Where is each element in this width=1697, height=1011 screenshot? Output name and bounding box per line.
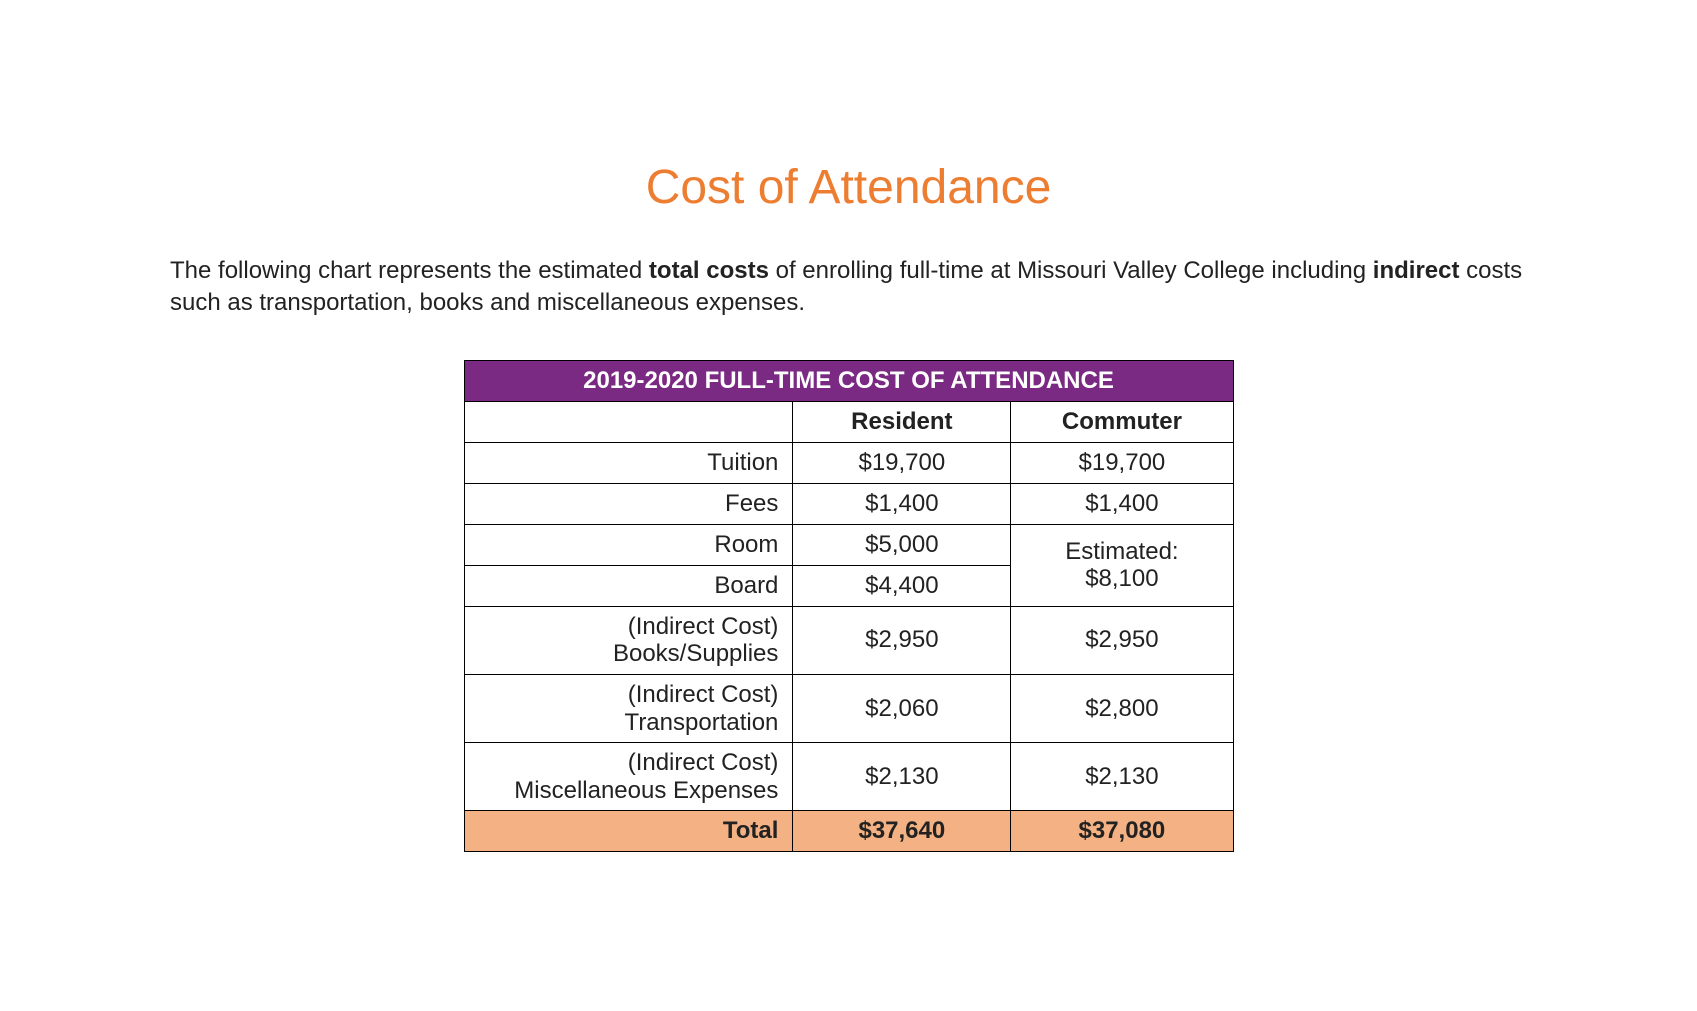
page-title: Cost of Attendance [170,160,1527,215]
table-banner: 2019-2020 FULL-TIME COST OF ATTENDANCE [464,360,1233,401]
row-tuition: Tuition $19,700 $19,700 [464,442,1233,483]
room-board-commuter-line1: Estimated: [1065,538,1178,565]
transport-resident: $2,060 [793,674,1011,742]
label-books: (Indirect Cost) Books/Supplies [464,606,793,674]
col-header-commuter: Commuter [1011,401,1233,442]
label-transport-l2: Transportation [625,709,779,736]
row-fees: Fees $1,400 $1,400 [464,483,1233,524]
intro-text-2: of enrolling full-time at Missouri Valle… [769,257,1373,284]
label-room: Room [464,524,793,565]
row-total: Total $37,640 $37,080 [464,811,1233,852]
row-room: Room $5,000 Estimated: $8,100 [464,524,1233,565]
room-resident: $5,000 [793,524,1011,565]
total-commuter: $37,080 [1011,811,1233,852]
label-books-l1: (Indirect Cost) [628,613,779,640]
intro-bold-2: indirect [1373,257,1460,284]
books-resident: $2,950 [793,606,1011,674]
col-header-resident: Resident [793,401,1011,442]
intro-text-1: The following chart represents the estim… [170,257,649,284]
label-misc: (Indirect Cost) Miscellaneous Expenses [464,743,793,811]
room-board-commuter: Estimated: $8,100 [1011,524,1233,606]
room-board-commuter-line2: $8,100 [1085,565,1158,592]
label-transportation: (Indirect Cost) Transportation [464,674,793,742]
row-transportation: (Indirect Cost) Transportation $2,060 $2… [464,674,1233,742]
label-books-l2: Books/Supplies [613,640,778,667]
cost-table: 2019-2020 FULL-TIME COST OF ATTENDANCE R… [464,360,1234,853]
col-header-empty [464,401,793,442]
tuition-resident: $19,700 [793,442,1011,483]
label-misc-l1: (Indirect Cost) [628,749,779,776]
intro-bold-1: total costs [649,257,769,284]
label-fees: Fees [464,483,793,524]
label-transport-l1: (Indirect Cost) [628,681,779,708]
fees-resident: $1,400 [793,483,1011,524]
label-board: Board [464,565,793,606]
misc-commuter: $2,130 [1011,743,1233,811]
tuition-commuter: $19,700 [1011,442,1233,483]
row-misc: (Indirect Cost) Miscellaneous Expenses $… [464,743,1233,811]
label-tuition: Tuition [464,442,793,483]
intro-paragraph: The following chart represents the estim… [170,255,1527,320]
transport-commuter: $2,800 [1011,674,1233,742]
books-commuter: $2,950 [1011,606,1233,674]
fees-commuter: $1,400 [1011,483,1233,524]
misc-resident: $2,130 [793,743,1011,811]
total-resident: $37,640 [793,811,1011,852]
row-books: (Indirect Cost) Books/Supplies $2,950 $2… [464,606,1233,674]
label-misc-l2: Miscellaneous Expenses [514,777,778,804]
label-total: Total [464,811,793,852]
board-resident: $4,400 [793,565,1011,606]
